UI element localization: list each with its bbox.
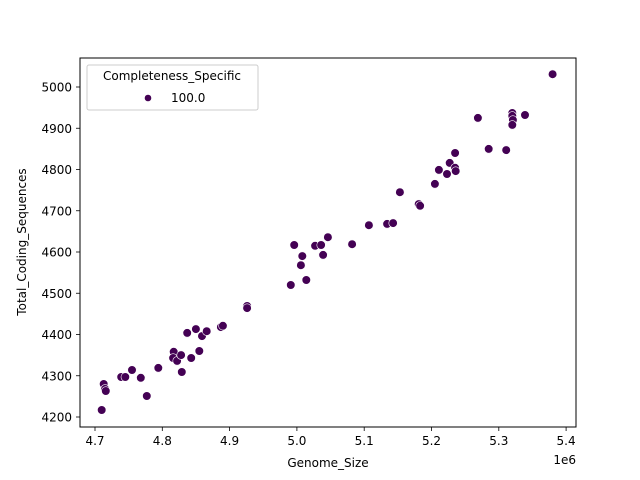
data-point: [297, 251, 307, 261]
data-point: [142, 391, 152, 401]
data-point: [450, 148, 460, 158]
y-tick-label: 4400: [41, 328, 72, 342]
data-point: [501, 145, 511, 155]
x-tick-label: 5.0: [287, 434, 306, 448]
x-tick-label: 5.2: [422, 434, 441, 448]
data-point: [388, 218, 398, 228]
x-tick-label: 4.8: [153, 434, 172, 448]
y-tick-label: 4600: [41, 246, 72, 260]
data-point: [507, 120, 517, 130]
data-point: [97, 405, 107, 415]
y-tick-label: 4200: [41, 411, 72, 425]
data-point: [194, 346, 204, 356]
data-point: [415, 201, 425, 211]
data-point: [289, 240, 299, 250]
x-tick-label: 5.4: [557, 434, 576, 448]
data-points: [97, 69, 558, 415]
data-point: [347, 239, 357, 249]
data-point: [127, 365, 137, 375]
data-point: [318, 250, 328, 260]
y-tick-label: 4300: [41, 369, 72, 383]
data-point: [451, 166, 461, 176]
x-tick-label: 5.3: [489, 434, 508, 448]
data-point: [286, 280, 296, 290]
data-point: [520, 110, 530, 120]
data-point: [176, 350, 186, 360]
legend-marker-icon: [144, 94, 152, 102]
data-point: [191, 324, 201, 334]
data-point: [316, 240, 326, 250]
y-tick-label: 4800: [41, 163, 72, 177]
y-tick-label: 4900: [41, 122, 72, 136]
x-tick-label: 4.7: [85, 434, 104, 448]
legend: Completeness_Specific 100.0: [86, 64, 259, 111]
x-axis-label: Genome_Size: [287, 456, 368, 470]
data-point: [395, 187, 405, 197]
data-point: [434, 165, 444, 175]
y-tick-label: 4700: [41, 204, 72, 218]
y-axis-ticks: 4200 4300 4400 4500 4600 4700 4800 4900 5000: [41, 81, 80, 425]
data-point: [182, 328, 192, 338]
data-point: [296, 260, 306, 270]
data-point: [364, 220, 374, 230]
data-point: [323, 232, 333, 242]
data-point: [218, 321, 228, 331]
data-point: [101, 386, 111, 396]
data-point: [136, 373, 146, 383]
x-tick-label: 5.1: [355, 434, 374, 448]
x-tick-label: 4.9: [220, 434, 239, 448]
legend-title: Completeness_Specific: [103, 69, 241, 83]
data-point: [442, 169, 452, 179]
data-point: [202, 326, 212, 336]
data-point: [430, 179, 440, 189]
legend-box: [86, 64, 259, 111]
data-point: [153, 363, 163, 373]
y-tick-label: 4500: [41, 287, 72, 301]
data-point: [242, 303, 252, 313]
x-axis-ticks: 4.7 4.8 4.9 5.0 5.1 5.2 5.3 5.4: [85, 427, 576, 448]
y-tick-label: 5000: [41, 81, 72, 95]
data-point: [484, 144, 494, 154]
axes-frame: [79, 57, 577, 428]
y-axis-label: Total_Coding_Sequences: [15, 168, 29, 316]
data-point: [301, 275, 311, 285]
data-point: [120, 372, 130, 382]
data-point: [186, 353, 196, 363]
legend-entry-label: 100.0: [171, 91, 205, 105]
data-point: [473, 113, 483, 123]
x-axis-offset-label: 1e6: [553, 453, 576, 467]
data-point: [547, 69, 558, 79]
data-point: [177, 367, 187, 377]
